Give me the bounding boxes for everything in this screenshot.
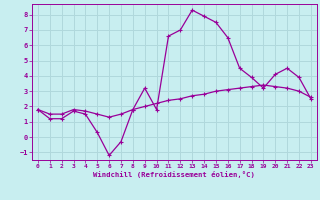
- X-axis label: Windchill (Refroidissement éolien,°C): Windchill (Refroidissement éolien,°C): [93, 171, 255, 178]
